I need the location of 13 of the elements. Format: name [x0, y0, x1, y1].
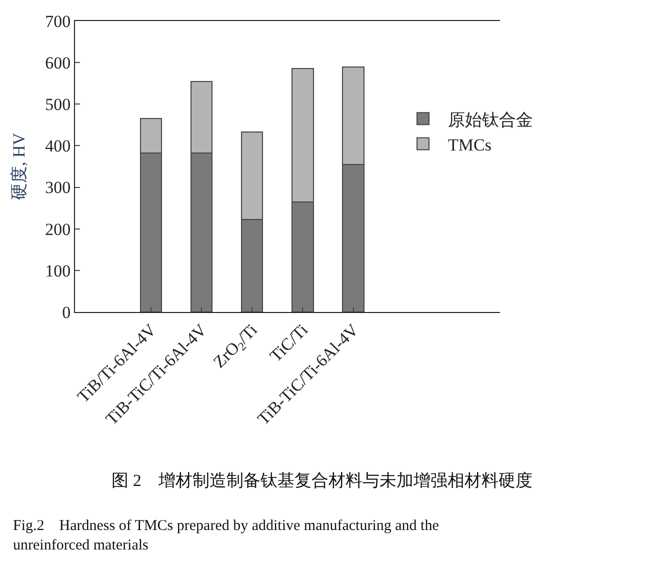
caption: Fig.2 Hardness of TMCs prepared by additive manufacturing and the unreinforced materials — [13, 518, 440, 554]
y-tick-label: 200 — [45, 220, 71, 239]
legend-label: TMCs — [448, 135, 492, 154]
y-tick-label: 600 — [45, 54, 71, 73]
y-tick-label: 0 — [62, 302, 71, 322]
y-tick-label: 400 — [45, 136, 71, 156]
y-tick-label: 100 — [45, 261, 71, 280]
y-tick-label: 500 — [45, 95, 71, 114]
legend-label: 原始钛合金 — [448, 110, 533, 130]
y-tick-label: 700 — [45, 12, 71, 31]
y-tick-label: 300 — [45, 178, 71, 198]
y-axis-title: 硬度, HV — [10, 132, 29, 200]
caption: 图 2 增材制造制备钛基复合材料与未加增强相材料硬度 — [112, 471, 532, 490]
